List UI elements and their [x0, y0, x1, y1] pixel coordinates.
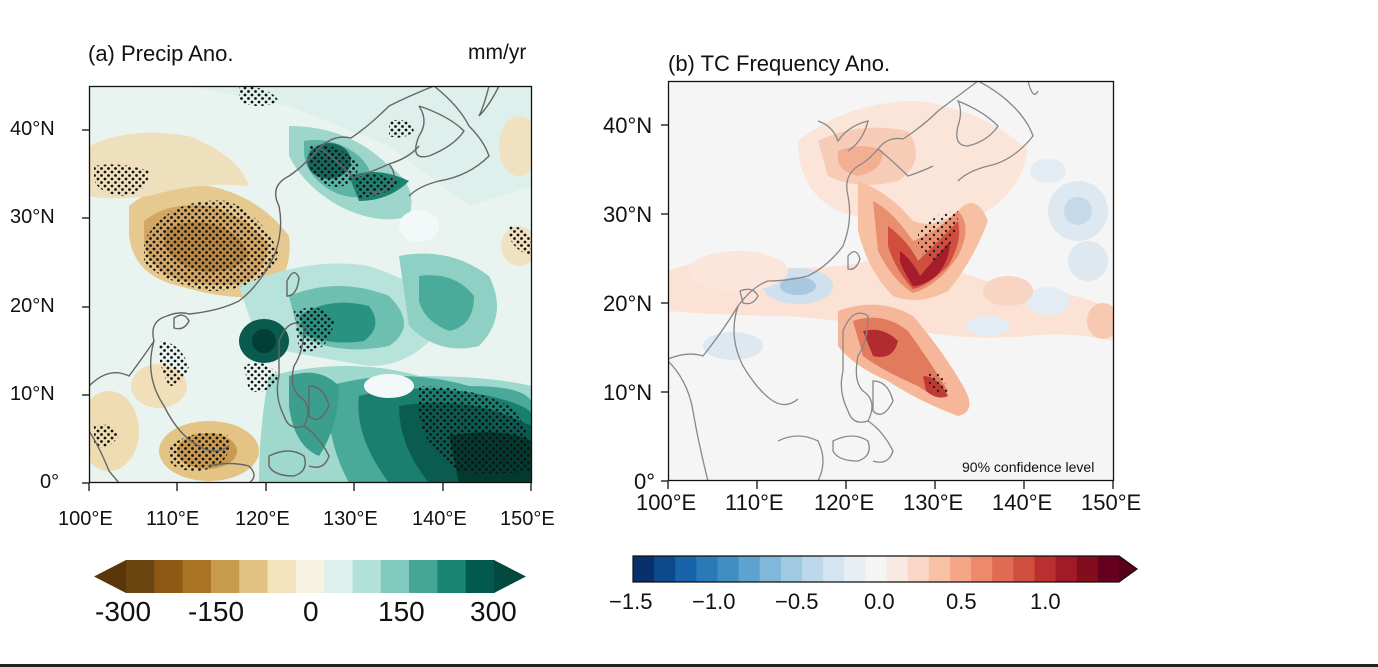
- colorbar-segment: [296, 560, 325, 593]
- panel-a-colorbar: [94, 560, 526, 593]
- colorbar-segment: [992, 556, 1014, 582]
- colorbar-segment: [409, 560, 438, 593]
- colorbar-segment: [126, 560, 155, 593]
- colorbar-segment: [696, 556, 718, 582]
- colorbar-segment: [739, 556, 761, 582]
- panel-a-ylabel-0: 0°: [40, 471, 59, 494]
- colorbar-segment: [154, 560, 183, 593]
- panel-b-xlabel-130e: 130°E: [903, 490, 963, 516]
- colorbar-segment: [950, 556, 972, 582]
- panel-a-ylabel-10n: 10°N: [10, 383, 55, 406]
- panel-b-colorbar-label: −1.0: [692, 589, 735, 615]
- panel-a-xlabel-130e: 130°E: [323, 508, 378, 531]
- colorbar-segment: [823, 556, 845, 582]
- panel-a-xlabel-140e: 140°E: [412, 508, 467, 531]
- colorbar-segment: [865, 556, 887, 582]
- colorbar-segment: [466, 560, 495, 593]
- colorbar-segment: [239, 560, 268, 593]
- panel-a-xlabel-120e: 120°E: [235, 508, 290, 531]
- panel-a-xlabel-150e: 150°E: [500, 508, 555, 531]
- colorbar-segment: [718, 556, 740, 582]
- colorbar-segment: [211, 560, 240, 593]
- colorbar-segment: [1056, 556, 1078, 582]
- colorbar-segment: [1013, 556, 1035, 582]
- panel-a-colorbar-label: -300: [95, 596, 151, 628]
- panel-a-xlabel-110e: 110°E: [146, 508, 199, 531]
- colorbar-arrow-right: [1119, 556, 1137, 582]
- colorbar-segment: [887, 556, 909, 582]
- panel-a-colorbar-label: -150: [188, 596, 244, 628]
- panel-b-title: (b) TC Frequency Ano.: [668, 51, 890, 77]
- panel-b-ylabel-30n: 30°N: [603, 202, 652, 228]
- panel-b-ylabel-40n: 40°N: [603, 113, 652, 139]
- panel-b-colorbar-label: 0.0: [864, 589, 895, 615]
- panel-b-colorbar-label: −0.5: [775, 589, 818, 615]
- panel-a-colorbar-label: 300: [470, 596, 517, 628]
- panel-b-xlabel-100e: 100°E: [636, 490, 696, 516]
- colorbar-segment: [908, 556, 930, 582]
- colorbar-segment: [802, 556, 824, 582]
- panel-b-xlabel-110e: 110°E: [725, 490, 784, 516]
- panel-b-colorbar-label: 1.0: [1030, 589, 1061, 615]
- panel-b-annotation: 90% confidence level: [962, 459, 1094, 475]
- panel-a-ylabel-40n: 40°N: [10, 118, 55, 141]
- colorbar-segment: [654, 556, 676, 582]
- colorbar-arrow-left: [94, 560, 126, 593]
- colorbar-segment: [381, 560, 410, 593]
- colorbar-segment: [437, 560, 466, 593]
- panel-b-xlabel-140e: 140°E: [992, 490, 1052, 516]
- panel-b-xlabel-120e: 120°E: [814, 490, 874, 516]
- panel-a-colorbar-label: 150: [378, 596, 425, 628]
- panel-a-ylabel-20n: 20°N: [10, 295, 55, 318]
- colorbar-segment: [1034, 556, 1056, 582]
- colorbar-segment: [1077, 556, 1099, 582]
- panel-a-ylabel-30n: 30°N: [10, 206, 55, 229]
- colorbar-segment: [675, 556, 697, 582]
- panel-b-xlabel-150e: 150°E: [1081, 490, 1141, 516]
- colorbar-segment: [971, 556, 993, 582]
- panel-b-ylabel-10n: 10°N: [603, 380, 652, 406]
- colorbar-segment: [781, 556, 803, 582]
- colorbar-segment: [760, 556, 782, 582]
- colorbar-segment: [633, 556, 655, 582]
- colorbar-segment: [183, 560, 212, 593]
- colorbar-segment: [1098, 556, 1120, 582]
- colorbar-segment: [844, 556, 866, 582]
- panel-a-xlabel-100e: 100°E: [58, 508, 113, 531]
- panel-b-map: [668, 81, 1114, 481]
- panel-b-colorbar-label: 0.5: [946, 589, 977, 615]
- panel-b-ylabel-20n: 20°N: [603, 291, 652, 317]
- panel-b-colorbar: [633, 556, 1137, 582]
- colorbar-segment: [929, 556, 951, 582]
- panel-a-colorbar-label: 0: [303, 596, 319, 628]
- panel-b-colorbar-label: −1.5: [609, 589, 652, 615]
- colorbar-segment: [324, 560, 353, 593]
- colorbar-segment: [268, 560, 297, 593]
- colorbar-arrow-right: [494, 560, 526, 593]
- colorbar-segment: [352, 560, 381, 593]
